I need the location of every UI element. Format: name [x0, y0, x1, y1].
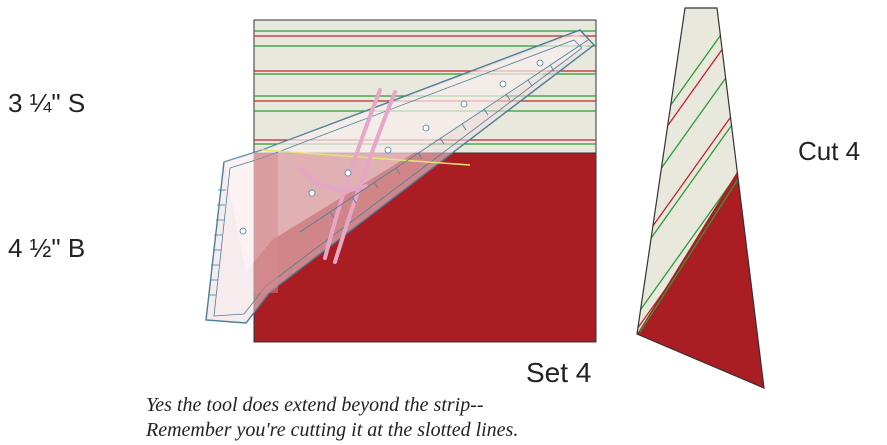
ruler-ticks: [208, 64, 555, 296]
cut-wedge: [636, 7, 765, 389]
note-line-2: Remember you're cutting it at the slotte…: [146, 419, 519, 441]
ruler-center-line: [299, 39, 589, 233]
cut-label: Cut 4: [798, 136, 861, 166]
ruler-overlap-shade: [254, 153, 278, 293]
strip-top-label: 3 ¼" S: [8, 88, 86, 118]
ruler-tool: [205, 29, 596, 324]
ruler-tip-shade: [224, 34, 588, 272]
strip-bottom-label: 4 ½" B: [8, 233, 86, 263]
ruler-body: [205, 29, 596, 324]
note-line-1: Yes the tool does extend beyond the stri…: [146, 394, 484, 416]
ruler-inner-outline: [213, 39, 583, 317]
ruler-pink-guides: [298, 88, 397, 264]
ruler-holes: [239, 59, 544, 235]
ruler-yellow-line: [261, 149, 471, 166]
set-label: Set 4: [526, 357, 592, 388]
